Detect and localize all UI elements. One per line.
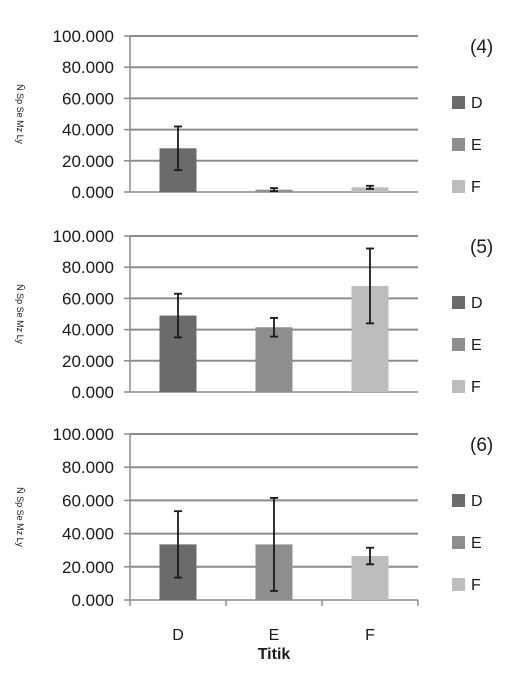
y-tick-label: 60.000	[62, 289, 114, 308]
legend-swatch-e	[452, 536, 465, 549]
legend-swatch-e	[452, 338, 465, 351]
y-axis-label: Ñ Sp Se Mz Ly	[15, 487, 25, 547]
panel-label: (6)	[470, 435, 493, 456]
legend-label-e: E	[471, 137, 482, 154]
legend-label-d: D	[471, 95, 483, 112]
legend-label-e: E	[471, 535, 482, 552]
bar-e	[255, 327, 293, 392]
x-tick-label: D	[172, 627, 184, 644]
y-tick-label: 40.000	[62, 525, 114, 544]
y-tick-label: 40.000	[62, 121, 114, 140]
legend-swatch-e	[452, 138, 465, 151]
legend-label-f: F	[471, 379, 481, 396]
y-axis-label: Ñ Sp Se Mz Ly	[15, 284, 25, 344]
legend-label-f: F	[471, 577, 481, 594]
x-axis-title: Titik	[258, 646, 291, 663]
legend-label-f: F	[471, 179, 481, 196]
y-tick-label: 100.000	[53, 425, 114, 444]
legend-swatch-f	[452, 380, 465, 393]
y-tick-label: 0.000	[71, 591, 114, 610]
y-tick-label: 40.000	[62, 321, 114, 340]
y-tick-label: 80.000	[62, 258, 114, 277]
legend-label-d: D	[471, 295, 483, 312]
y-tick-label: 0.000	[71, 383, 114, 402]
y-axis-label: Ñ Sp Se Mz Ly	[15, 84, 25, 144]
legend-swatch-f	[452, 180, 465, 193]
legend-swatch-d	[452, 494, 465, 507]
x-tick-label: E	[269, 627, 280, 644]
y-tick-label: 80.000	[62, 458, 114, 477]
y-tick-label: 80.000	[62, 58, 114, 77]
legend-swatch-d	[452, 96, 465, 109]
y-tick-label: 20.000	[62, 352, 114, 371]
panel-label: (4)	[470, 37, 493, 58]
legend-label-d: D	[471, 493, 483, 510]
legend-swatch-d	[452, 296, 465, 309]
legend-label-e: E	[471, 337, 482, 354]
panel-label: (5)	[470, 237, 493, 258]
y-tick-label: 100.000	[53, 27, 114, 46]
y-tick-label: 20.000	[62, 152, 114, 171]
y-tick-label: 20.000	[62, 558, 114, 577]
y-tick-label: 0.000	[71, 183, 114, 202]
legend-swatch-f	[452, 578, 465, 591]
x-tick-label: F	[365, 627, 375, 644]
y-tick-label: 60.000	[62, 491, 114, 510]
y-tick-label: 100.000	[53, 227, 114, 246]
y-tick-label: 60.000	[62, 89, 114, 108]
